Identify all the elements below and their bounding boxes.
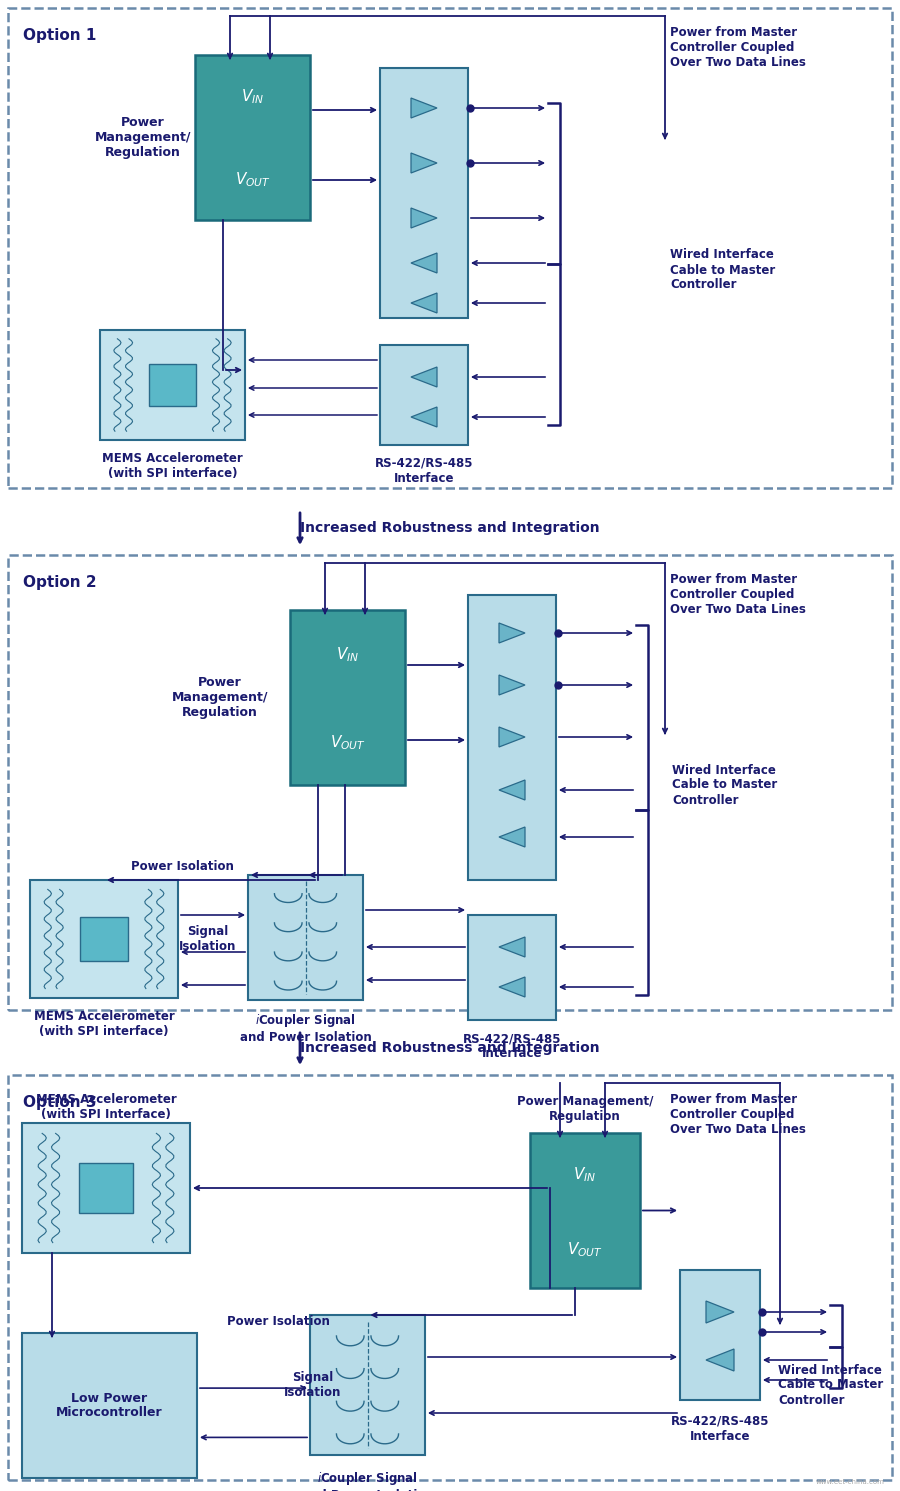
Polygon shape <box>411 407 437 426</box>
Text: $i$Coupler Signal
and Power Isolation: $i$Coupler Signal and Power Isolation <box>302 1470 434 1491</box>
Bar <box>530 1133 640 1288</box>
Polygon shape <box>706 1302 734 1323</box>
Text: Wired Interface
Cable to Master
Controller: Wired Interface Cable to Master Controll… <box>672 763 778 807</box>
Text: RS-422/RS-485
Interface: RS-422/RS-485 Interface <box>463 1032 562 1060</box>
Text: MEMS Accelerometer
(with SPI Interface): MEMS Accelerometer (with SPI Interface) <box>36 1093 176 1121</box>
Text: RS-422/RS-485
Interface: RS-422/RS-485 Interface <box>374 458 473 485</box>
Bar <box>100 330 245 440</box>
Text: $i$Coupler Signal
and Power Isolation: $i$Coupler Signal and Power Isolation <box>239 1012 372 1044</box>
Bar <box>79 1163 133 1212</box>
Bar <box>468 915 556 1020</box>
Bar <box>8 7 892 488</box>
Text: Low Power
Microcontroller: Low Power Microcontroller <box>56 1391 163 1419</box>
Polygon shape <box>499 936 525 957</box>
Text: Power from Master
Controller Coupled
Over Two Data Lines: Power from Master Controller Coupled Ove… <box>670 573 806 616</box>
Polygon shape <box>499 623 525 643</box>
Bar <box>468 595 556 880</box>
Text: Signal
Isolation: Signal Isolation <box>179 924 237 953</box>
Bar <box>22 1123 190 1252</box>
Text: RS-422/RS-485
Interface: RS-422/RS-485 Interface <box>670 1415 770 1443</box>
Text: $V_{IN}$: $V_{IN}$ <box>336 646 359 665</box>
Polygon shape <box>411 367 437 388</box>
Polygon shape <box>499 977 525 997</box>
Text: $V_{OUT}$: $V_{OUT}$ <box>235 170 270 189</box>
Polygon shape <box>499 675 525 695</box>
Bar <box>380 69 468 318</box>
Text: Option 1: Option 1 <box>23 28 96 43</box>
Polygon shape <box>706 1349 734 1372</box>
Bar <box>195 55 310 221</box>
Bar <box>380 344 468 444</box>
Polygon shape <box>411 98 437 118</box>
Bar <box>248 875 363 1000</box>
Text: Increased Robustness and Integration: Increased Robustness and Integration <box>301 1041 599 1056</box>
Text: Wired Interface
Cable to Master
Controller: Wired Interface Cable to Master Controll… <box>670 249 775 292</box>
Text: Power
Management/
Regulation: Power Management/ Regulation <box>94 116 191 160</box>
Text: www.eet-china.com: www.eet-china.com <box>816 1479 885 1485</box>
Bar <box>149 364 195 406</box>
Text: MEMS Accelerometer
(with SPI interface): MEMS Accelerometer (with SPI interface) <box>33 1009 175 1038</box>
Text: $V_{IN}$: $V_{IN}$ <box>241 88 264 106</box>
Text: Power Isolation: Power Isolation <box>130 860 233 874</box>
Bar <box>8 555 892 1009</box>
Bar <box>80 917 128 962</box>
Text: Wired Interface
Cable to Master
Controller: Wired Interface Cable to Master Controll… <box>778 1363 883 1406</box>
Bar <box>22 1333 197 1478</box>
Text: Signal
Isolation: Signal Isolation <box>284 1372 341 1399</box>
Text: Power
Management/
Regulation: Power Management/ Regulation <box>172 675 268 719</box>
Bar <box>310 1315 425 1455</box>
Polygon shape <box>411 294 437 313</box>
Text: Option 3: Option 3 <box>23 1094 96 1109</box>
Text: Power from Master
Controller Coupled
Over Two Data Lines: Power from Master Controller Coupled Ove… <box>670 25 806 69</box>
Polygon shape <box>411 253 437 273</box>
Polygon shape <box>499 728 525 747</box>
Bar <box>680 1270 760 1400</box>
Text: $V_{OUT}$: $V_{OUT}$ <box>567 1241 603 1260</box>
Text: Power from Master
Controller Coupled
Over Two Data Lines: Power from Master Controller Coupled Ove… <box>670 1093 806 1136</box>
Polygon shape <box>411 209 437 228</box>
Polygon shape <box>499 780 525 801</box>
Text: Power Management/
Regulation: Power Management/ Regulation <box>517 1094 653 1123</box>
Bar <box>30 880 178 997</box>
Bar <box>8 1075 892 1481</box>
Text: Power Isolation: Power Isolation <box>227 1315 329 1328</box>
Bar <box>290 610 405 784</box>
Text: Option 2: Option 2 <box>23 576 96 590</box>
Text: Increased Robustness and Integration: Increased Robustness and Integration <box>301 520 599 535</box>
Text: MEMS Accelerometer
(with SPI interface): MEMS Accelerometer (with SPI interface) <box>102 452 243 480</box>
Polygon shape <box>499 828 525 847</box>
Text: $V_{OUT}$: $V_{OUT}$ <box>329 734 365 753</box>
Polygon shape <box>411 154 437 173</box>
Text: $V_{IN}$: $V_{IN}$ <box>573 1166 597 1184</box>
